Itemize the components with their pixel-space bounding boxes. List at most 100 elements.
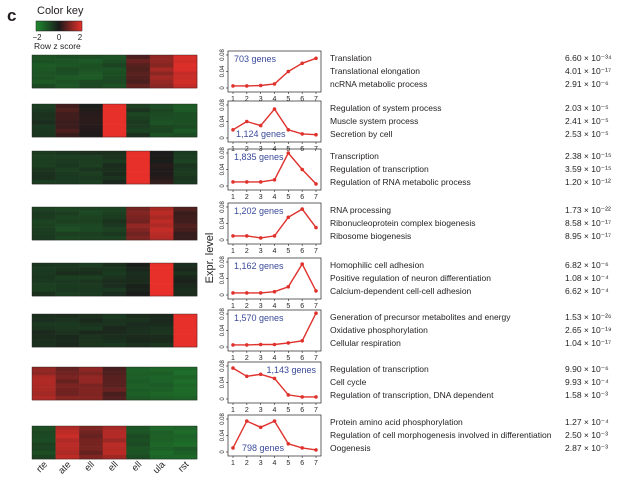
heatmap-strip [79,151,104,156]
data-point [272,419,277,423]
heatmap-strip [79,371,104,376]
heatmap-strip [149,426,174,431]
heatmap-strip [126,227,151,233]
heatmap-strip [32,371,56,376]
heatmap-strip [102,383,127,388]
heatmap-strip [32,318,56,323]
data-point [272,82,277,86]
heatmap-strip [126,235,151,241]
heatmap-strip [149,75,174,81]
heatmap-strip [55,175,80,181]
x-tick-label: 3 [259,407,263,414]
data-point [314,132,318,137]
heatmap-strip [55,287,80,293]
y-tick-label: 0 [220,86,226,90]
term-group: Transcription 2.38 × 10⁻¹⁵ Regulation of t… [330,151,612,187]
heatmap-strip [126,371,151,376]
heatmap-strip [126,59,151,64]
x-tick-label: 2 [245,303,249,310]
heatmap-strip [55,155,80,160]
go-term-pvalue: 1.04 × 10⁻¹⁷ [565,338,611,348]
go-term-pvalue: 1.53 × 10⁻²⁶ [565,312,612,322]
heatmap-strip [79,104,104,109]
heatmap-strip [149,342,174,348]
heatmap-strip [173,330,198,335]
heatmap-cell [126,55,151,89]
heatmap-strip [32,330,56,335]
x-tick-label: 5 [286,460,290,467]
data-point [258,291,263,295]
heatmap-strip [149,63,174,68]
heatmap-strip [149,71,174,76]
heatmap-cell [173,151,198,185]
go-term-pvalue: 2.87 × 10⁻³ [565,443,608,453]
heatmap-strip [173,215,198,220]
heatmap-strip [79,163,104,168]
heatmap-strip [126,454,151,460]
heatmap-strip [32,367,56,372]
y-tick-label: 0.08 [220,256,226,268]
heatmap-strip [173,271,198,276]
heatmap-strip [173,179,198,185]
data-point [314,395,318,399]
data-point [286,69,291,74]
heatmap-strip [126,275,151,280]
x-tick-label: 7 [314,96,318,103]
heatmap-strip [173,450,198,456]
heatmap-strip [149,263,174,268]
data-point [258,236,263,240]
heatmap-strip [32,446,56,452]
heatmap-strip [126,387,151,393]
heatmap-column-label: rst [176,459,191,474]
x-tick-label: 2 [245,460,249,467]
go-term-name: Cell cycle [330,377,367,387]
heatmap-strip [55,267,80,272]
heatmap-strip [79,430,104,435]
data-point [314,448,318,452]
heatmap-strip [126,430,151,435]
heatmap-strip [32,434,56,439]
go-term-name: Generation of precursor metabolites and … [330,312,511,322]
heatmap-strip [102,67,127,72]
heatmap-strip [102,83,127,89]
x-tick-label: 7 [314,355,318,362]
heatmap-cell [79,151,104,185]
heatmap-strip [126,207,151,212]
x-tick-label: 4 [273,194,277,201]
heatmap-strip [32,334,56,340]
heatmap-strip [55,179,80,185]
heatmap-strip [149,314,174,319]
heatmap-strip [32,159,56,164]
heatmap-strip [32,338,56,344]
heatmap-cell [126,314,151,348]
go-term-pvalue: 3.59 × 10⁻¹⁵ [565,164,612,174]
heatmap-strip [173,59,198,64]
heatmap-strip [102,75,127,81]
heatmap-strip [79,454,104,460]
y-tick-label: 0 [220,238,226,242]
line-plot: 0 0.04 0.08 1 2 3 4 5 6 7 1,570 genes [220,308,322,362]
x-tick-label: 7 [314,194,318,201]
heatmap-strip [149,163,174,168]
y-tick-label: 0 [220,136,226,140]
heatmap-strip [55,367,80,372]
heatmap-strip [149,434,174,439]
data-point [286,128,291,132]
heatmap-strip [32,55,56,60]
heatmap-strip [102,167,127,172]
heatmap-cell [32,426,56,460]
heatmap-strip [55,314,80,319]
heatmap-strip [102,454,127,460]
heatmap-strip [173,227,198,233]
heatmap-strip [79,155,104,160]
heatmap-row-frame [31,103,198,138]
heatmap-strip [32,227,56,233]
heatmap-cell [126,426,151,460]
line-plot: 0 0.04 0.08 1 2 3 4 5 6 7 1,124 genes [220,99,322,153]
heatmap-row [31,206,198,241]
heatmap-cell [102,367,127,401]
heatmap-strip [102,108,127,113]
heatmap-strip [149,330,174,335]
line-plots: 0 0.04 0.08 1 2 3 4 5 6 7 703 genes 0 0.04 0.08 1 2 3 4 5 6… [220,49,322,467]
heatmap-strip [55,322,80,327]
